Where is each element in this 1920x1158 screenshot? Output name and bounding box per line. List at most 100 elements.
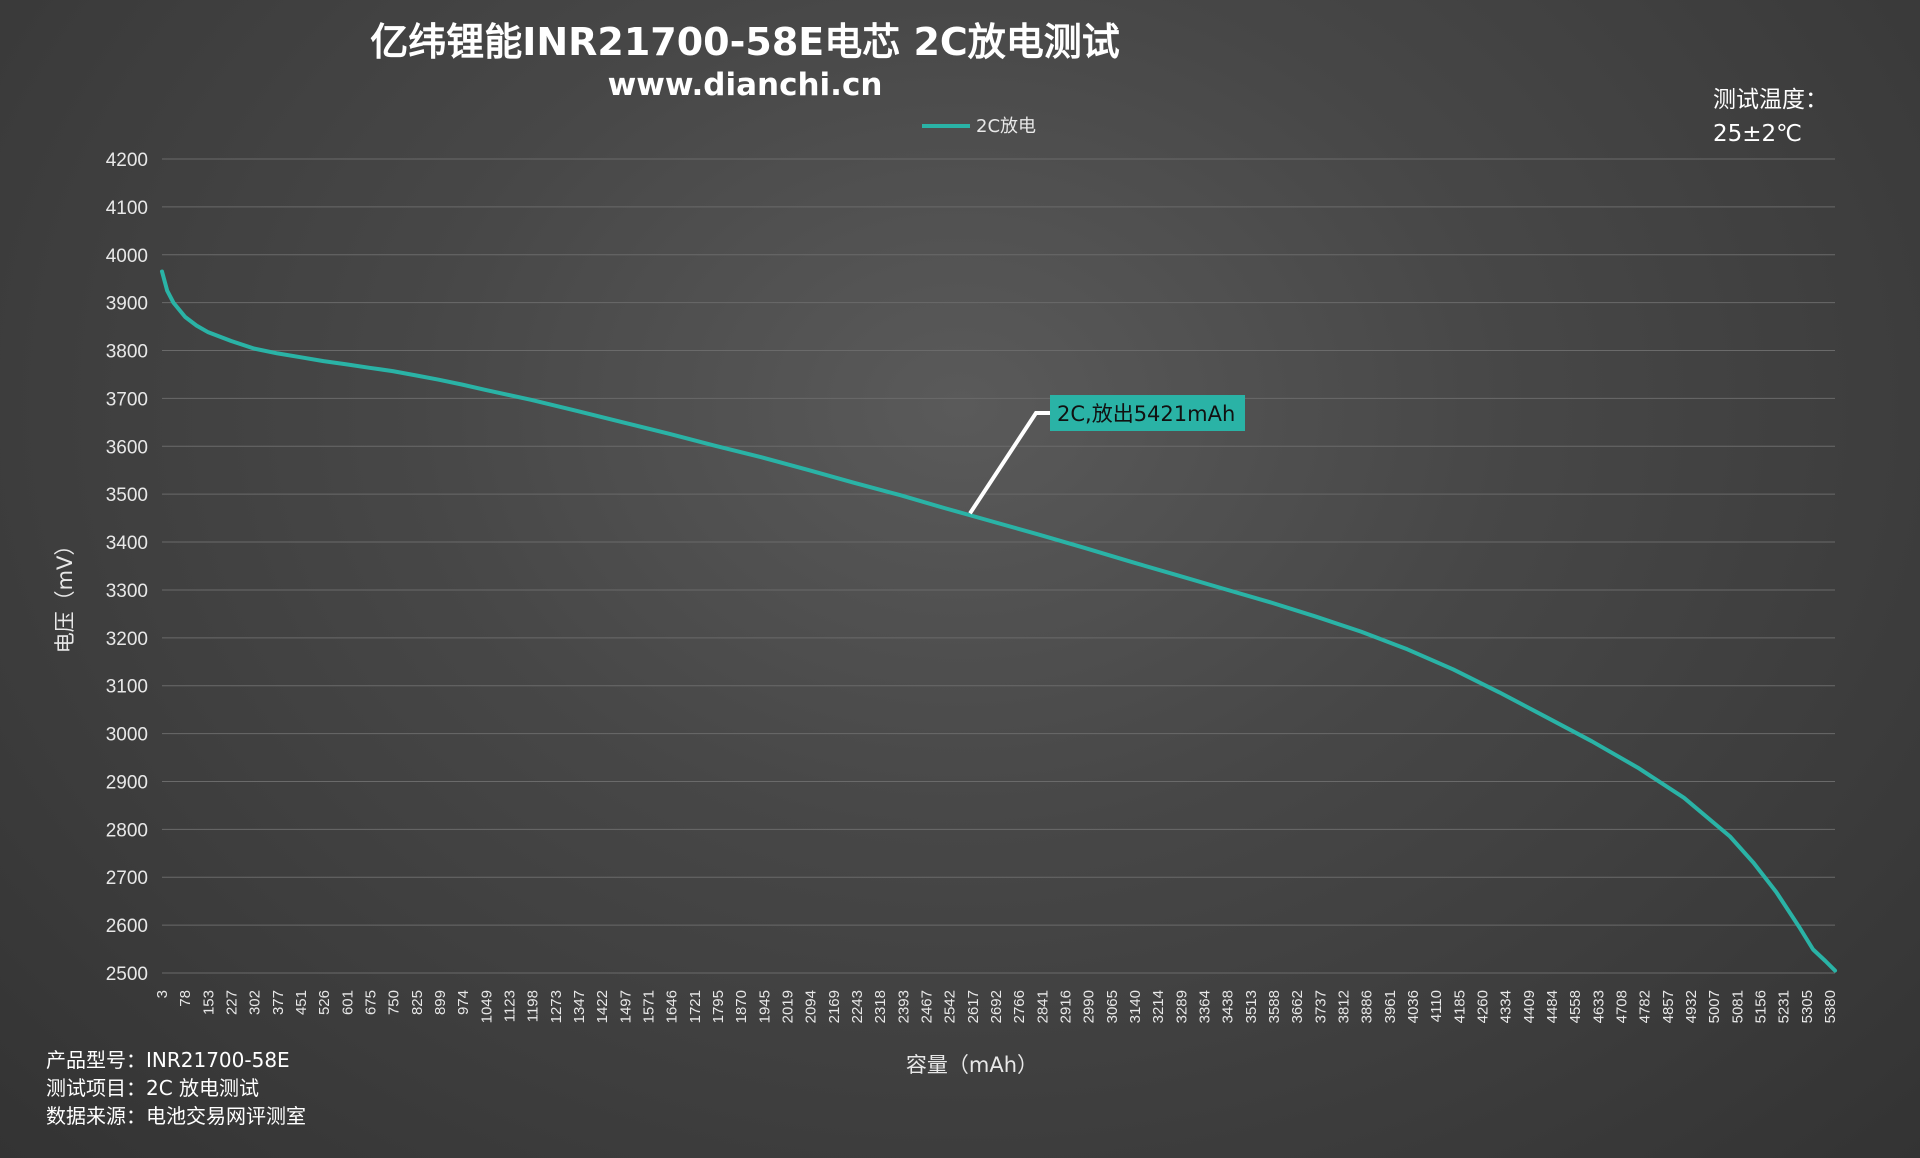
x-tick-label-4: 302 [247,990,264,1015]
x-tick-label-8: 601 [339,990,356,1015]
x-tick-label-51: 3812 [1336,990,1353,1023]
x-tick-label-27: 2019 [780,990,797,1023]
x-tick-label-69: 5156 [1753,990,1770,1023]
x-tick-label-2: 153 [200,990,217,1015]
x-tick-label-16: 1198 [525,990,542,1022]
x-tick-label-67: 5007 [1706,990,1723,1023]
footer-data-source: 数据来源：电池交易网评测室 [46,1104,306,1128]
x-tick-label-39: 2916 [1058,990,1075,1023]
y-tick-label-0: 2500 [106,964,148,985]
y-tick-label-16: 4100 [106,198,148,219]
gridlines [162,158,1835,974]
x-tick-label-0: 3 [154,990,171,998]
y-axis-label: 电压（mV） [53,535,77,654]
annotation-leader-0 [968,411,1050,515]
x-tick-label-5: 377 [270,990,287,1015]
x-tick-label-57: 4260 [1475,990,1492,1023]
y-tick-label-13: 3800 [106,342,148,363]
y-tick-label-17: 4200 [106,150,148,171]
x-tick-label-3: 227 [224,990,241,1015]
x-tick-label-20: 1497 [617,990,634,1023]
y-tick-label-8: 3300 [106,581,148,602]
y-tick-label-5: 3000 [106,725,148,746]
x-tick-label-71: 5305 [1799,990,1816,1023]
annotation-layer: 2C,放出5421mAh [968,395,1245,515]
x-tick-label-40: 2990 [1081,990,1098,1023]
x-tick-label-46: 3438 [1220,990,1237,1023]
x-tick-label-24: 1795 [710,990,727,1023]
x-tick-label-7: 526 [316,990,333,1015]
legend-label: 2C放电 [976,116,1036,137]
x-tick-label-19: 1422 [594,990,611,1023]
x-tick-label-36: 2692 [988,990,1005,1023]
x-tick-label-26: 1945 [756,990,773,1023]
x-tick-label-38: 2841 [1034,990,1051,1023]
y-tick-label-7: 3200 [106,629,148,650]
x-tick-label-17: 1273 [548,990,565,1023]
x-tick-label-52: 3886 [1359,990,1376,1023]
y-tick-label-11: 3600 [106,437,148,458]
x-tick-label-41: 3065 [1104,990,1121,1023]
x-tick-label-61: 4558 [1567,990,1584,1023]
x-tick-label-49: 3662 [1289,990,1306,1023]
y-axis-ticks: 2500 2600 2700 2800 2900 3000 3100 3200 3300 3400… [106,150,148,985]
x-tick-label-23: 1721 [687,990,704,1023]
series-layer [160,269,1837,973]
y-tick-label-14: 3900 [106,294,148,315]
x-tick-label-37: 2766 [1011,990,1028,1023]
legend: 2C放电 [922,116,1036,137]
x-tick-label-30: 2243 [849,990,866,1023]
x-axis-ticks: 3 78 153 227 302 377 451 526 601 675 750 825 899 974 1… [154,990,1839,1023]
x-tick-label-63: 4708 [1614,990,1631,1023]
x-tick-label-72: 5380 [1822,990,1839,1023]
x-tick-label-9: 675 [363,990,380,1015]
x-tick-label-42: 3140 [1127,990,1144,1023]
test-temperature-value: 25±2℃ [1713,121,1802,147]
chart-title: 亿纬锂能INR21700-58E电芯 2C放电测试 [370,20,1120,64]
x-tick-label-1: 78 [177,990,194,1007]
x-tick-label-15: 1123 [502,990,519,1022]
x-tick-label-68: 5081 [1729,990,1746,1023]
x-tick-label-65: 4857 [1660,990,1677,1023]
x-tick-label-50: 3737 [1312,990,1329,1023]
x-tick-label-34: 2542 [942,990,959,1023]
x-tick-label-28: 2094 [803,990,820,1023]
x-tick-label-44: 3289 [1173,990,1190,1023]
y-tick-label-4: 2900 [106,772,148,793]
x-tick-label-14: 1049 [478,990,495,1023]
x-tick-label-21: 1571 [641,990,658,1023]
y-tick-label-9: 3400 [106,533,148,554]
x-axis-label: 容量（mAh） [906,1053,1038,1077]
x-tick-label-35: 2617 [965,990,982,1023]
x-tick-label-62: 4633 [1590,990,1607,1023]
x-tick-label-58: 4334 [1498,990,1515,1023]
x-tick-label-48: 3588 [1266,990,1283,1023]
annotation-text-0: 2C,放出5421mAh [1057,402,1235,426]
chart-subtitle: www.dianchi.cn [608,67,883,103]
y-tick-label-15: 4000 [106,246,148,267]
x-tick-label-31: 2318 [872,990,889,1023]
x-tick-label-60: 4484 [1544,990,1561,1023]
y-tick-label-12: 3700 [106,389,148,410]
test-temperature-label: 测试温度： [1713,87,1828,113]
x-tick-label-55: 4110 [1428,990,1445,1022]
y-tick-label-1: 2600 [106,916,148,937]
x-tick-label-18: 1347 [571,990,588,1023]
x-tick-label-56: 4185 [1451,990,1468,1023]
x-tick-label-70: 5231 [1776,990,1793,1023]
x-tick-label-6: 451 [293,990,310,1015]
x-tick-label-64: 4782 [1637,990,1654,1023]
annotation-box-0 [1050,395,1245,431]
x-tick-label-45: 3364 [1197,990,1214,1023]
x-tick-label-22: 1646 [664,990,681,1023]
x-tick-label-66: 4932 [1683,990,1700,1023]
y-tick-label-2: 2700 [106,868,148,889]
y-tick-label-3: 2800 [106,820,148,841]
x-tick-label-33: 2467 [919,990,936,1023]
y-tick-label-6: 3100 [106,677,148,698]
x-tick-label-43: 3214 [1150,990,1167,1023]
x-tick-label-25: 1870 [733,990,750,1023]
x-tick-label-32: 2393 [895,990,912,1023]
footer-test-item: 测试项目：2C 放电测试 [46,1076,259,1100]
